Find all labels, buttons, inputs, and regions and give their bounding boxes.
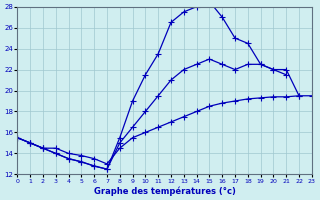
X-axis label: Graphe des températures (°c): Graphe des températures (°c) [94,186,236,196]
